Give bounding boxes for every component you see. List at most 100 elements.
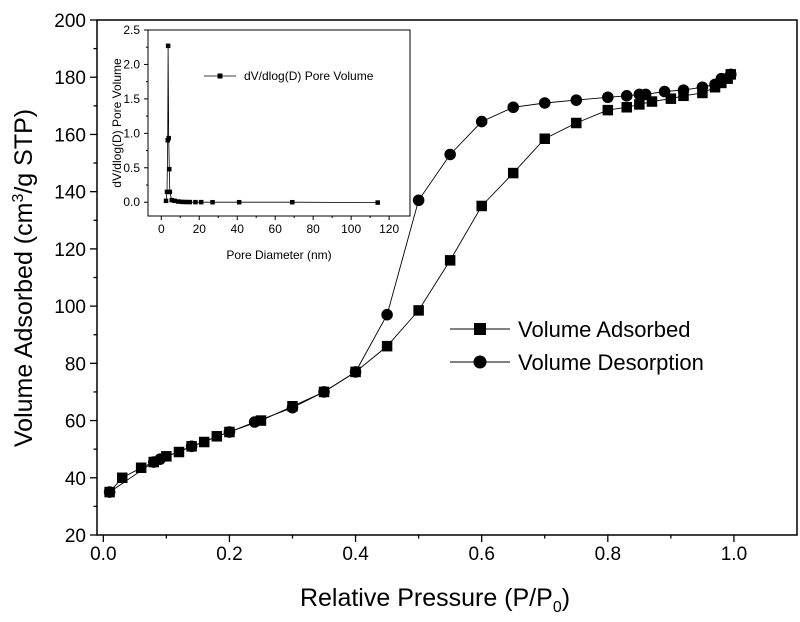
main-x-tick-label: 0.0 bbox=[90, 544, 116, 565]
main-point-volume-adsorbed bbox=[413, 305, 424, 316]
main-point-volume-adsorbed bbox=[507, 167, 519, 179]
inset-legend-label: dV/dlog(D) Pore Volume bbox=[244, 69, 374, 83]
main-point-volume-adsorbed bbox=[255, 415, 267, 426]
inset-point-dv-dlog-d-pore-volume bbox=[172, 198, 177, 204]
inset-y-tick-label: 1.0 bbox=[123, 126, 140, 140]
inset-y-axis-title: dV/dlog(D) Pore Volume bbox=[110, 58, 124, 188]
inset-series-group bbox=[163, 43, 380, 205]
main-point-volume-adsorbed bbox=[135, 462, 147, 474]
main-y-tick-label: 180 bbox=[54, 68, 86, 89]
inset-point-dv-dlog-d-pore-volume bbox=[165, 43, 171, 49]
inset-x-tick-label: 0 bbox=[158, 222, 165, 236]
inset-y-tick-label: 2.5 bbox=[123, 23, 140, 37]
main-point-volume-desorption bbox=[286, 401, 299, 414]
inset-x-tick-label: 20 bbox=[193, 222, 207, 236]
inset-point-dv-dlog-d-pore-volume bbox=[236, 199, 242, 205]
inset-point-dv-dlog-d-pore-volume bbox=[167, 189, 173, 195]
main-point-volume-desorption bbox=[677, 84, 690, 96]
inset-x-tick-label: 40 bbox=[231, 222, 245, 236]
legend-item-desorption: Volume Desorption bbox=[450, 350, 704, 375]
inset-y-tick-label: 1.5 bbox=[123, 92, 140, 106]
main-point-volume-desorption bbox=[725, 68, 737, 81]
inset-point-dv-dlog-d-pore-volume bbox=[183, 199, 189, 205]
main-point-volume-desorption bbox=[103, 486, 116, 498]
inset-x-tick-label: 60 bbox=[269, 222, 283, 236]
main-y-tick-label: 80 bbox=[65, 354, 86, 375]
main-y-tick-label: 160 bbox=[54, 125, 86, 146]
main-point-volume-desorption bbox=[147, 456, 160, 468]
inset-point-dv-dlog-d-pore-volume bbox=[375, 200, 380, 205]
main-y-tick-label: 100 bbox=[54, 297, 86, 318]
legend-marker-circle bbox=[473, 355, 487, 369]
main-point-volume-adsorbed bbox=[571, 117, 582, 129]
main-x-axis: 0.0 0.2 0.4 0.6 0.8 1.0 bbox=[90, 535, 747, 565]
main-point-volume-desorption bbox=[185, 440, 198, 453]
main-y-tick-label: 40 bbox=[65, 469, 86, 490]
inset-point-dv-dlog-d-pore-volume bbox=[166, 135, 171, 141]
main-point-volume-adsorbed bbox=[381, 340, 393, 352]
main-point-volume-desorption bbox=[570, 94, 583, 106]
main-point-volume-desorption bbox=[620, 90, 633, 102]
main-point-volume-desorption bbox=[381, 308, 393, 321]
main-point-volume-desorption bbox=[412, 194, 425, 207]
inset-x-tick-label: 120 bbox=[379, 222, 399, 236]
inset-point-dv-dlog-d-pore-volume bbox=[290, 199, 295, 205]
main-series-group bbox=[103, 68, 737, 498]
main-point-volume-adsorbed bbox=[444, 255, 456, 266]
legend-label-adsorbed: Volume Adsorbed bbox=[518, 317, 690, 342]
main-y-tick-label: 140 bbox=[54, 183, 86, 204]
legend-item-adsorbed: Volume Adsorbed bbox=[450, 317, 690, 342]
main-y-axis: 20 40 60 80 100 120 140 160 180 200 bbox=[54, 11, 97, 547]
main-point-volume-adsorbed bbox=[621, 102, 632, 113]
main-y-tick-label: 20 bbox=[65, 526, 86, 547]
main-point-volume-adsorbed bbox=[173, 446, 185, 458]
main-point-volume-desorption bbox=[709, 78, 721, 91]
main-point-volume-adsorbed bbox=[476, 200, 487, 212]
main-point-volume-adsorbed bbox=[198, 436, 210, 448]
inset-x-axis: 0 20 40 60 80 100 120 bbox=[158, 216, 399, 236]
inset-y-tick-label: 0.5 bbox=[123, 161, 140, 175]
main-x-tick-label: 0.8 bbox=[595, 544, 621, 565]
main-point-volume-desorption bbox=[248, 416, 261, 428]
main-y-axis-title: Volume Adsorbed (cm3/g STP) bbox=[10, 109, 38, 447]
inset-y-tick-label: 0.0 bbox=[123, 195, 140, 209]
main-point-volume-desorption bbox=[658, 85, 671, 98]
main-point-volume-desorption bbox=[633, 88, 646, 101]
inset-point-dv-dlog-d-pore-volume bbox=[210, 199, 215, 205]
main-legend: Volume Adsorbed Volume Desorption bbox=[450, 317, 704, 375]
inset-point-dv-dlog-d-pore-volume bbox=[164, 189, 170, 195]
main-point-volume-adsorbed bbox=[116, 472, 128, 484]
main-point-volume-adsorbed bbox=[602, 104, 614, 116]
inset-point-dv-dlog-d-pore-volume bbox=[167, 166, 172, 172]
main-y-tick-label: 120 bbox=[54, 240, 86, 261]
main-y-tick-label: 200 bbox=[54, 11, 86, 32]
inset-x-axis-title: Pore Diameter (nm) bbox=[226, 248, 331, 262]
main-point-volume-desorption bbox=[696, 81, 709, 94]
inset-y-tick-label: 2.0 bbox=[123, 57, 140, 71]
main-point-volume-desorption bbox=[349, 366, 362, 378]
main-y-tick-label: 60 bbox=[65, 412, 86, 433]
main-point-volume-desorption bbox=[318, 386, 330, 398]
main-x-tick-label: 0.2 bbox=[216, 544, 242, 565]
inset-x-tick-label: 80 bbox=[306, 222, 320, 236]
inset-point-dv-dlog-d-pore-volume bbox=[176, 199, 181, 204]
main-point-volume-desorption bbox=[538, 97, 551, 109]
main-x-axis-title: Relative Pressure (P/P0) bbox=[300, 584, 570, 616]
main-x-tick-label: 0.6 bbox=[468, 544, 494, 565]
inset-y-axis: 0.0 0.5 1.0 1.5 2.0 2.5 bbox=[123, 23, 148, 209]
inset-legend-marker-square bbox=[217, 73, 223, 79]
inset-plot: 0 20 40 60 80 100 120 0.0 0.5 1.0 1.5 2.0 2.5 Pore … bbox=[110, 23, 411, 262]
main-x-tick-label: 1.0 bbox=[721, 544, 747, 565]
legend-label-desorption: Volume Desorption bbox=[518, 350, 704, 375]
main-x-tick-label: 0.4 bbox=[342, 544, 369, 565]
inset-point-dv-dlog-d-pore-volume bbox=[163, 198, 169, 204]
inset-legend: dV/dlog(D) Pore Volume bbox=[204, 69, 374, 83]
main-point-volume-adsorbed bbox=[646, 96, 658, 107]
legend-marker-square bbox=[474, 323, 486, 335]
main-point-volume-desorption bbox=[475, 115, 488, 128]
inset-point-dv-dlog-d-pore-volume bbox=[187, 199, 193, 205]
inset-point-dv-dlog-d-pore-volume bbox=[193, 199, 198, 205]
inset-point-dv-dlog-d-pore-volume bbox=[169, 197, 174, 203]
main-point-volume-desorption bbox=[444, 148, 456, 161]
